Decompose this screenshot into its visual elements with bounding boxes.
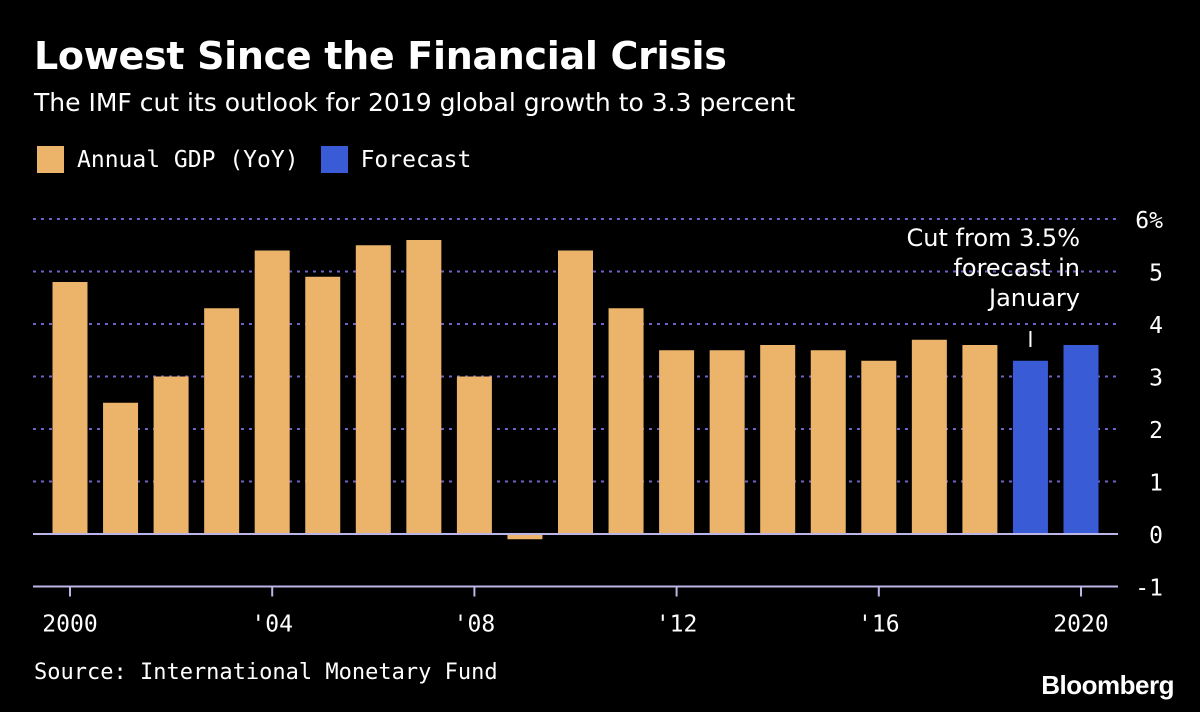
y-tick-label: 6% xyxy=(1135,208,1163,234)
bloomberg-logo: Bloomberg xyxy=(1041,670,1174,700)
legend-label-annual: Annual GDP (YoY) xyxy=(77,146,299,173)
bar-annual-2011 xyxy=(608,308,644,534)
bar-annual-2016 xyxy=(861,360,897,534)
y-tick-label: 2 xyxy=(1149,418,1163,444)
bar-annual-2000 xyxy=(52,282,88,534)
annotation-line: Cut from 3.5% xyxy=(907,224,1080,252)
x-tick-label: '12 xyxy=(656,612,698,638)
bar-annual-2001 xyxy=(103,402,139,534)
y-tick-label: 0 xyxy=(1149,523,1163,549)
bar-annual-2010 xyxy=(558,250,593,534)
y-tick-label: 4 xyxy=(1149,313,1163,339)
bar-annual-2015 xyxy=(810,350,846,534)
bar-annual-2014 xyxy=(760,345,796,534)
legend-swatch-annual xyxy=(37,146,64,173)
chart-subtitle: The IMF cut its outlook for 2019 global … xyxy=(34,88,796,117)
bar-annual-2002 xyxy=(153,376,189,534)
x-tick-label: '04 xyxy=(251,612,293,638)
y-tick-label: 3 xyxy=(1149,366,1163,392)
legend-swatch-forecast xyxy=(320,146,348,173)
bar-annual-2017 xyxy=(911,339,947,534)
y-tick-label: 1 xyxy=(1149,471,1163,497)
legend: Annual GDP (YoY) Forecast xyxy=(37,146,493,173)
x-tick-label: '08 xyxy=(454,612,496,638)
annotation-text: Cut from 3.5% forecast in January xyxy=(907,224,1080,312)
bar-annual-2009 xyxy=(507,534,543,540)
legend-item-forecast: Forecast xyxy=(320,146,472,173)
annotation-line: January xyxy=(987,284,1080,312)
x-tick-label: 2020 xyxy=(1053,612,1108,638)
bar-forecast-2020 xyxy=(1063,345,1099,534)
bar-annual-2013 xyxy=(709,350,745,534)
bar-annual-2004 xyxy=(254,250,290,534)
legend-label-forecast: Forecast xyxy=(360,146,472,173)
bar-annual-2012 xyxy=(659,350,695,534)
source-note: Source: International Monetary Fund xyxy=(34,660,498,685)
bar-forecast-2019 xyxy=(1012,360,1048,534)
legend-item-annual: Annual GDP (YoY) xyxy=(37,146,299,173)
bar-annual-2003 xyxy=(204,308,240,534)
bar-annual-2007 xyxy=(406,240,442,534)
bar-annual-2005 xyxy=(305,276,341,534)
x-tick-label: 2000 xyxy=(42,612,97,638)
chart-title: Lowest Since the Financial Crisis xyxy=(34,34,727,78)
y-tick-label: 5 xyxy=(1149,261,1163,287)
x-tick-label: '16 xyxy=(858,612,900,638)
annotation-line: forecast in xyxy=(953,254,1080,282)
y-tick-label: -1 xyxy=(1135,576,1163,602)
bar-annual-2018 xyxy=(962,345,998,534)
bar-annual-2006 xyxy=(355,245,391,534)
bar-annual-2008 xyxy=(456,376,492,534)
